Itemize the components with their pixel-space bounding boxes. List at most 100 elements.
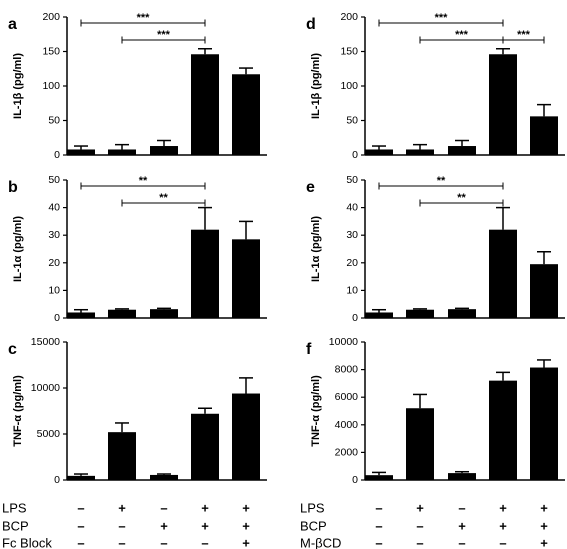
panel-a: a IL-1β (pg/ml) 0 50 100 150 200 *** *** [8,11,267,161]
y-axis-label: IL-1α (pg/ml) [310,216,322,282]
panel-letter: c [8,341,17,358]
bar [191,54,219,156]
panel-letter: a [8,16,17,33]
y-tick-label: 4000 [335,419,359,431]
y-tick-label: 50 [346,174,358,186]
condition-mark: – [375,501,382,516]
bar [108,149,136,155]
panel-letter: f [306,341,312,358]
significance-label: *** [517,29,531,41]
panel-b: b IL-1α (pg/ml) 0 10 20 30 40 50 ** ** [8,174,267,324]
condition-mark: – [458,536,465,549]
y-axis-label: IL-1β (pg/ml) [12,53,24,119]
y-tick-label: 150 [42,46,60,58]
y-tick-label: 20 [346,257,358,269]
condition-mark: – [416,536,423,549]
condition-mark: – [499,536,506,549]
significance-label: *** [435,12,449,24]
bar [232,239,260,318]
condition-label: Fc Block [2,536,52,549]
bar [489,380,517,480]
y-tick-label: 50 [48,115,60,127]
condition-label: LPS [2,501,27,516]
y-axis-label: IL-1β (pg/ml) [310,53,322,119]
panel-d: d IL-1β (pg/ml) 0 50 100 150 200 *** *** *** [306,11,565,161]
bar [448,473,476,480]
y-tick-label: 40 [346,202,358,214]
y-tick-label: 200 [42,11,60,23]
condition-mark: – [77,519,84,534]
bar [448,146,476,155]
bar [530,367,558,480]
bar [530,264,558,318]
bar [489,54,517,156]
condition-mark: + [160,519,168,534]
y-tick-label: 0 [54,149,60,161]
y-axis-label: TNF-α (pg/ml) [310,375,322,447]
condition-mark: + [242,536,250,549]
condition-mark: – [201,536,208,549]
y-tick-label: 10000 [31,382,60,394]
condition-mark: – [375,536,382,549]
y-tick-label: 200 [340,11,358,23]
y-tick-label: 40 [48,202,60,214]
panel-letter: e [306,179,315,196]
panel-c: c TNF-α (pg/ml) 0 5000 10000 15000 [8,336,267,486]
bar [232,393,260,480]
condition-mark: + [242,501,250,516]
bar [448,309,476,318]
bar [406,309,434,318]
significance-label: ** [457,192,466,204]
y-tick-label: 50 [48,174,60,186]
bar [191,229,219,318]
condition-mark: – [458,501,465,516]
bar [232,74,260,155]
condition-label: M-βCD [300,536,341,549]
y-tick-label: 0 [352,149,358,161]
y-tick-label: 30 [48,229,60,241]
conditions-left: LPS – + – + + BCP – – + + + Fc Block – – – – + [2,501,250,549]
bar [406,408,434,480]
significance-label: *** [157,29,171,41]
y-axis-label: IL-1α (pg/ml) [12,216,24,282]
condition-mark: – [77,536,84,549]
bar [365,312,393,318]
bar [406,149,434,155]
bar [530,116,558,155]
significance-label: ** [139,175,148,187]
panel-letter: d [306,16,316,33]
condition-label: BCP [300,519,327,534]
condition-mark: + [458,519,466,534]
condition-mark: + [540,519,548,534]
condition-mark: – [118,519,125,534]
significance-label: *** [455,29,469,41]
condition-mark: – [77,501,84,516]
panel-letter: b [8,179,18,196]
y-tick-label: 5000 [37,428,61,440]
y-tick-label: 10 [346,284,358,296]
bar [108,309,136,318]
condition-mark: + [499,501,507,516]
y-tick-label: 0 [352,312,358,324]
bar [108,432,136,480]
bar [150,474,178,480]
panel-e: e IL-1α (pg/ml) 0 10 20 30 40 50 ** ** [306,174,565,324]
y-tick-label: 20 [48,257,60,269]
bar [150,146,178,155]
condition-mark: + [540,501,548,516]
significance-label: ** [437,175,446,187]
bar [67,475,95,480]
bar [365,475,393,480]
y-tick-label: 0 [352,474,358,486]
y-tick-label: 30 [346,229,358,241]
bar [67,312,95,318]
bar [67,149,95,155]
bar [489,229,517,318]
condition-mark: – [375,519,382,534]
y-tick-label: 0 [54,474,60,486]
bar [365,149,393,155]
condition-mark: – [118,536,125,549]
conditions-right: LPS – + – + + BCP – – + + + M-βCD – – – – + [300,501,548,549]
y-tick-label: 6000 [335,391,359,403]
